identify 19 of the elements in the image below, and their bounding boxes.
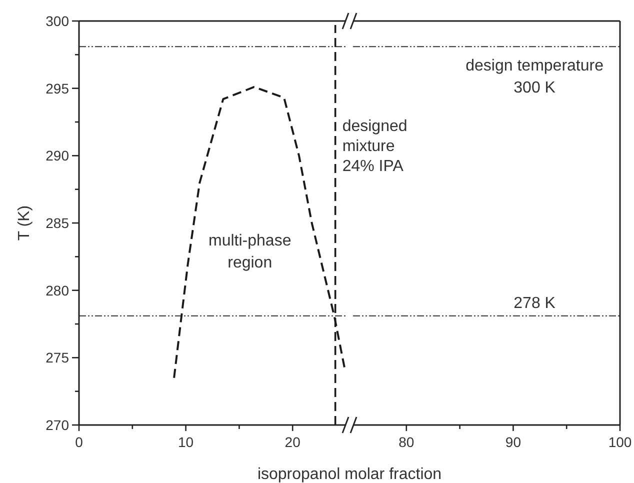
ref-line-label: 278 K [514,294,556,312]
x-tick-label: 10 [178,434,194,450]
annotation: multi-phase region [208,232,292,272]
x-tick-label: 20 [284,434,301,450]
y-tick-label: 275 [46,350,70,366]
ref-line-label: designed mixture 24% IPA [342,118,408,175]
y-tick-label: 280 [46,282,70,298]
y-tick-label: 270 [46,417,70,433]
ref-line-label: design temperature 300 K [466,58,604,97]
x-tick-label: 90 [505,434,522,450]
x-tick-label: 100 [608,434,632,450]
x-tick-label: 0 [75,434,84,450]
y-axis-title: T (K) [16,205,33,241]
y-tick-label: 285 [46,215,70,231]
x-tick-label: 80 [398,434,414,450]
y-tick-label: 300 [46,13,70,29]
y-tick-label: 290 [46,148,70,164]
x-axis-title: isopropanol molar fraction [257,466,442,483]
y-tick-label: 295 [46,80,70,96]
